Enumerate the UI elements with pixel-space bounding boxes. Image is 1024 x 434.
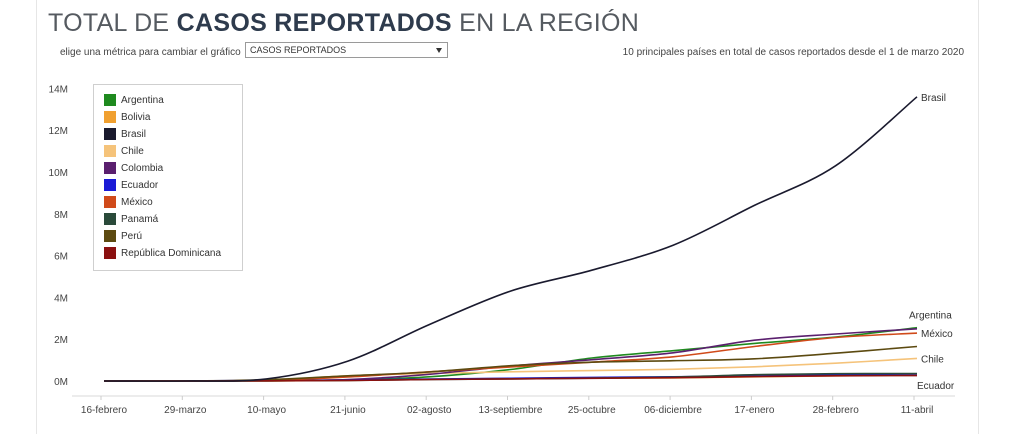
frame-border-left <box>36 0 37 434</box>
legend-item[interactable]: Perú <box>104 229 142 243</box>
x-tick-label: 28-febrero <box>813 405 860 416</box>
series-end-label: Chile <box>921 354 944 365</box>
y-tick-label: 8M <box>54 210 68 221</box>
legend-swatch <box>104 247 116 259</box>
chart-subtitle: 10 principales países en total de casos … <box>622 47 964 58</box>
frame-border-right <box>978 0 979 434</box>
legend-item[interactable]: Bolivia <box>104 110 150 124</box>
legend-swatch <box>104 145 116 157</box>
legend-label: Chile <box>121 145 144 157</box>
y-tick-label: 12M <box>49 126 68 137</box>
series-end-label: México <box>921 329 953 340</box>
legend-label: Perú <box>121 230 143 242</box>
y-tick-label: 2M <box>54 335 68 346</box>
legend-swatch <box>104 196 116 208</box>
x-tick-label: 02-agosto <box>407 405 452 416</box>
legend-label: Panamá <box>121 213 159 225</box>
series-end-label: Brasil <box>921 93 946 104</box>
legend-swatch <box>104 94 116 106</box>
legend-label: República Dominicana <box>121 247 222 259</box>
series-end-label: Ecuador <box>917 381 955 392</box>
legend-swatch <box>104 230 116 242</box>
page-title: TOTAL DE CASOS REPORTADOS EN LA REGIÓN <box>48 9 639 38</box>
legend-label: México <box>121 196 153 208</box>
x-tick-label: 06-diciembre <box>644 405 702 416</box>
y-tick-label: 0M <box>54 377 68 388</box>
x-tick-label: 13-septiembre <box>479 405 543 416</box>
x-tick-label: 11-abril <box>901 405 934 416</box>
legend-swatch <box>104 162 116 174</box>
legend-label: Brasil <box>121 128 147 140</box>
legend-swatch <box>104 111 116 123</box>
series-line-colombia[interactable] <box>104 328 918 382</box>
legend-item[interactable]: Chile <box>104 144 144 158</box>
series-end-label: Argentina <box>909 311 952 322</box>
x-tick-label: 17-enero <box>734 405 774 416</box>
x-tick-label: 16-febrero <box>81 405 128 416</box>
legend-item[interactable]: Colombia <box>104 161 163 175</box>
legend-item[interactable]: Brasil <box>104 127 146 141</box>
y-tick-label: 14M <box>49 84 68 95</box>
title-prefix: TOTAL DE <box>48 9 177 37</box>
legend-item[interactable]: México <box>104 195 153 209</box>
legend-label: Bolivia <box>121 111 151 123</box>
x-tick-label: 29-marzo <box>164 405 207 416</box>
title-suffix: EN LA REGIÓN <box>451 9 640 37</box>
chevron-down-icon <box>436 48 442 53</box>
y-tick-label: 4M <box>54 293 68 304</box>
series-line-brasil[interactable] <box>103 96 918 382</box>
y-tick-label: 6M <box>54 252 68 263</box>
legend-label: Ecuador <box>121 179 159 191</box>
legend-swatch <box>104 213 116 225</box>
legend-item[interactable]: República Dominicana <box>104 246 221 260</box>
metric-dropdown-value: CASOS REPORTADOS <box>250 45 347 55</box>
legend: Argentina Bolivia Brasil Chile Colombia Ecuad… <box>93 84 243 271</box>
legend-item[interactable]: Ecuador <box>104 178 158 192</box>
legend-swatch <box>104 128 116 140</box>
title-bold: CASOS REPORTADOS <box>176 9 452 37</box>
metric-dropdown[interactable]: CASOS REPORTADOS <box>245 42 448 58</box>
legend-swatch <box>104 179 116 191</box>
legend-item[interactable]: Panamá <box>104 212 158 226</box>
series-line-argentina[interactable] <box>104 326 918 382</box>
legend-label: Argentina <box>121 94 164 106</box>
legend-item[interactable]: Argentina <box>104 93 164 107</box>
legend-label: Colombia <box>121 162 164 174</box>
series-line-republica-dominicana[interactable] <box>104 374 918 382</box>
x-tick-label: 25-octubre <box>568 405 616 416</box>
y-tick-label: 10M <box>49 168 68 179</box>
x-tick-label: 10-mayo <box>247 405 286 416</box>
x-tick-label: 21-junio <box>330 405 366 416</box>
metric-selector-label: elige una métrica para cambiar el gráfic… <box>60 47 241 58</box>
